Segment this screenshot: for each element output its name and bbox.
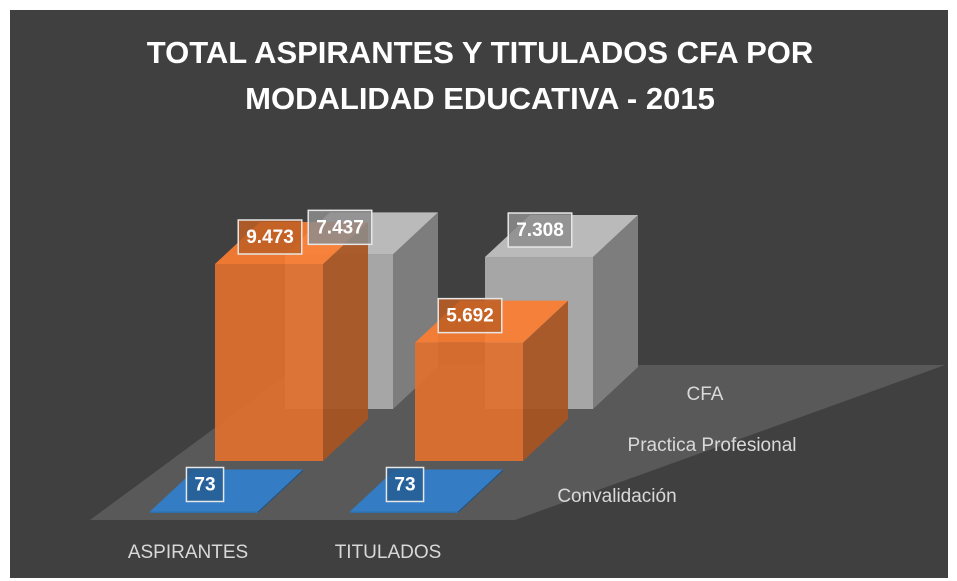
bar-front <box>215 264 323 461</box>
chart-title: TOTAL ASPIRANTES Y TITULADOS CFA POR MOD… <box>146 35 814 116</box>
data-label-box <box>307 209 373 246</box>
bar-front <box>415 342 523 461</box>
category-label: ASPIRANTES <box>128 542 248 563</box>
legend-label: Practica Profesional <box>628 435 797 456</box>
data-label-box <box>507 212 573 248</box>
data-label: 7.308 <box>516 220 564 241</box>
bar-side <box>593 215 638 409</box>
data-label: 73 <box>194 474 215 495</box>
data-label: 9.473 <box>246 227 294 248</box>
data-label-box <box>185 466 225 503</box>
bar-side <box>458 469 503 513</box>
data-label: 7.437 <box>316 217 364 238</box>
legend-label: Convalidación <box>557 486 676 507</box>
category-label: TITULADOS <box>335 542 442 563</box>
data-label-box <box>385 466 425 503</box>
data-label-box <box>237 219 303 255</box>
bar-side <box>323 222 368 461</box>
data-label: 73 <box>394 474 415 495</box>
legend-label: CFA <box>687 384 724 405</box>
bar-front <box>150 511 258 513</box>
data-label: 5.692 <box>446 306 494 327</box>
title-box: TOTAL ASPIRANTES Y TITULADOS CFA POR MOD… <box>146 35 814 116</box>
bar-side <box>523 300 568 461</box>
bar-side <box>258 469 303 513</box>
data-label-box <box>437 297 503 334</box>
bar-front <box>350 511 458 513</box>
